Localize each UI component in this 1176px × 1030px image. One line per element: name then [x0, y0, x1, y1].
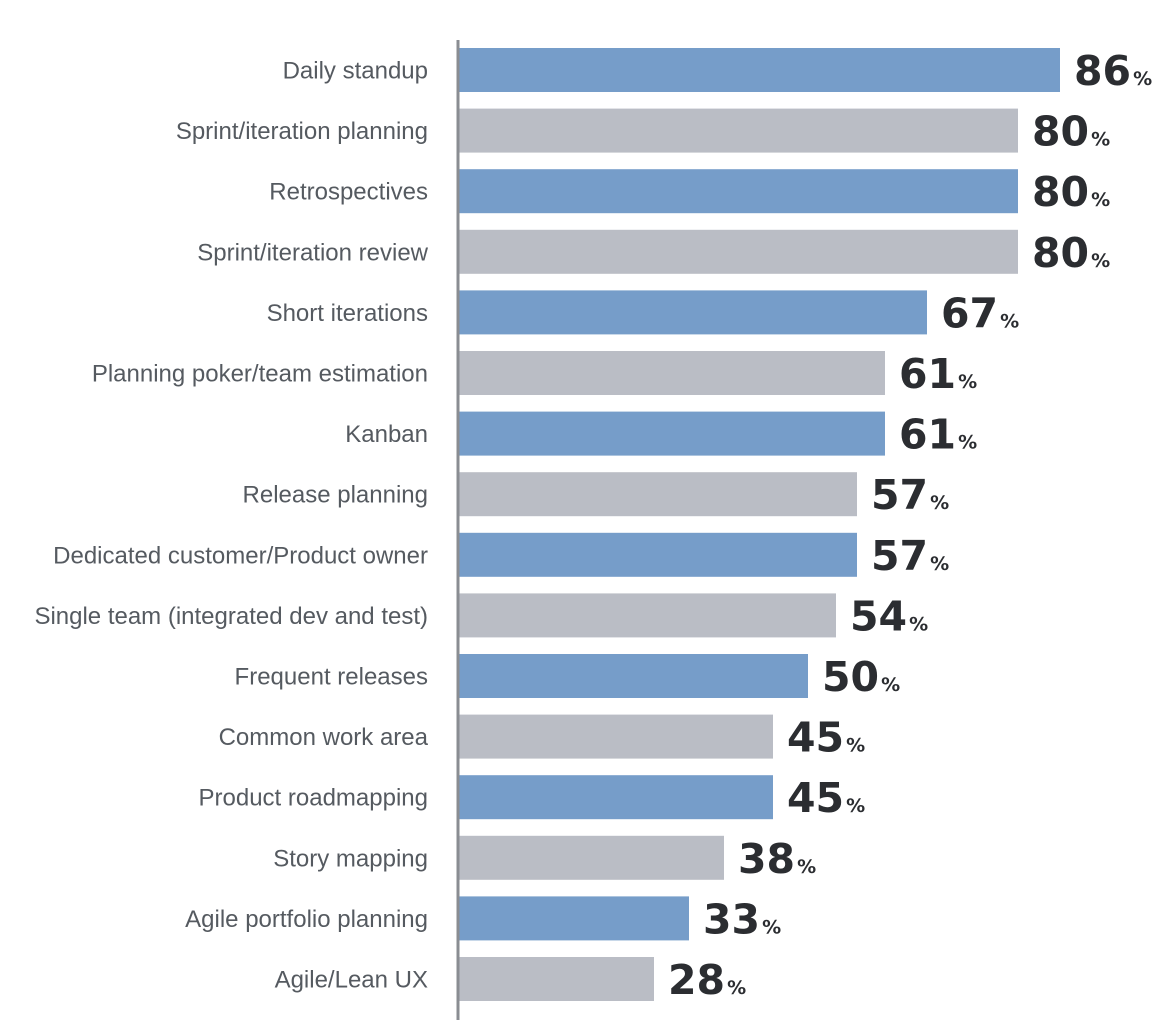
value-unit: %: [797, 856, 816, 878]
value-number: 61: [899, 411, 956, 459]
value-unit: %: [1091, 189, 1110, 211]
bar: [458, 775, 773, 820]
value-number: 80: [1032, 229, 1089, 277]
bar: [458, 169, 1018, 214]
value-number: 80: [1032, 168, 1089, 216]
category-label: Kanban: [345, 421, 428, 448]
value-unit: %: [930, 492, 949, 514]
value-label: 38%: [738, 835, 816, 883]
value-label: 57%: [871, 532, 949, 580]
value-unit: %: [846, 795, 865, 817]
value-label: 57%: [871, 471, 949, 519]
value-number: 38: [738, 835, 795, 883]
value-label: 80%: [1032, 168, 1110, 216]
value-number: 28: [668, 956, 725, 1004]
bar: [458, 351, 885, 395]
value-unit: %: [958, 371, 977, 393]
category-label: Planning poker/team estimation: [92, 361, 428, 388]
value-number: 45: [787, 714, 844, 762]
value-unit: %: [1000, 310, 1019, 332]
category-label: Release planning: [243, 482, 428, 509]
bar: [458, 714, 773, 759]
bar: [458, 411, 885, 456]
value-number: 54: [850, 592, 907, 640]
value-label: 61%: [899, 350, 977, 398]
category-label: Short iterations: [267, 300, 428, 327]
category-label: Frequent releases: [235, 664, 428, 691]
value-unit: %: [958, 432, 977, 454]
value-label: 28%: [668, 956, 746, 1004]
value-unit: %: [909, 613, 928, 635]
category-label: Retrospectives: [269, 179, 428, 206]
category-label: Sprint/iteration review: [197, 239, 428, 266]
value-unit: %: [881, 674, 900, 696]
value-number: 86: [1074, 47, 1131, 95]
category-labels-layer: Daily standup Sprint/iteration planning Re…: [34, 58, 428, 994]
value-label: 61%: [899, 411, 977, 459]
value-labels-layer: 86 %80 %80 %80 %67 %61 %61 %57 %57 %54 %50 %45 %45 %3…: [668, 47, 1152, 1004]
value-label: 45%: [787, 714, 865, 762]
bar: [458, 654, 808, 698]
value-label: 80%: [1032, 108, 1110, 156]
value-unit: %: [930, 553, 949, 575]
value-label: 67%: [941, 289, 1019, 337]
value-label: 33%: [703, 895, 781, 943]
value-number: 57: [871, 532, 928, 580]
bar: [458, 593, 836, 638]
value-number: 33: [703, 895, 760, 943]
value-number: 80: [1032, 108, 1089, 156]
bar: [458, 835, 724, 880]
bar: [458, 229, 1018, 274]
value-label: 54%: [850, 592, 928, 640]
value-number: 45: [787, 774, 844, 822]
category-label: Common work area: [219, 724, 429, 751]
category-label: Daily standup: [283, 58, 428, 85]
value-number: 57: [871, 471, 928, 519]
value-number: 50: [822, 653, 879, 701]
category-label: Sprint/iteration planning: [176, 118, 428, 145]
value-number: 67: [941, 289, 998, 337]
bar: [458, 532, 857, 577]
bar: [458, 896, 689, 941]
category-label: Single team (integrated dev and test): [34, 603, 428, 630]
category-label: Product roadmapping: [199, 785, 428, 812]
value-label: 86%: [1074, 47, 1152, 95]
value-unit: %: [1091, 250, 1110, 272]
bar: [458, 957, 654, 1001]
value-unit: %: [1091, 129, 1110, 151]
value-number: 61: [899, 350, 956, 398]
bar: [458, 108, 1018, 153]
category-label: Story mapping: [273, 845, 428, 872]
value-label: 80%: [1032, 229, 1110, 277]
value-label: 50%: [822, 653, 900, 701]
bars-layer: [458, 48, 1060, 1001]
bar: [458, 290, 927, 335]
value-unit: %: [1133, 68, 1152, 90]
value-unit: %: [727, 977, 746, 999]
bar: [458, 472, 857, 517]
value-unit: %: [846, 735, 865, 757]
value-label: 45%: [787, 774, 865, 822]
category-label: Dedicated customer/Product owner: [53, 542, 428, 569]
value-unit: %: [762, 916, 781, 938]
category-label: Agile/Lean UX: [275, 967, 428, 994]
category-label: Agile portfolio planning: [185, 906, 428, 933]
bar: [458, 48, 1060, 92]
